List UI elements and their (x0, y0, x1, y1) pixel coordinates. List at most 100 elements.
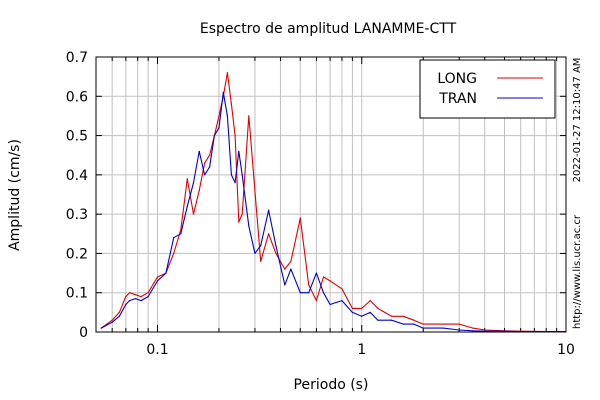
data-point-long (275, 252, 277, 254)
data-point-tran (308, 292, 310, 294)
data-point-tran (369, 311, 371, 313)
data-point-long (361, 307, 363, 309)
x-tick-label: 0.1 (146, 342, 168, 358)
data-point-tran (520, 331, 522, 333)
data-point-tran (165, 272, 167, 274)
data-point-long (299, 217, 301, 219)
data-point-tran (260, 245, 262, 247)
data-point-tran (472, 330, 474, 332)
y-tick-label: 0.7 (66, 50, 88, 66)
data-point-long (134, 294, 136, 296)
data-point-tran (213, 135, 215, 137)
data-point-tran (147, 296, 149, 298)
data-point-tran (545, 331, 547, 333)
data-point-long (226, 72, 228, 74)
data-point-tran (377, 319, 379, 321)
data-point-long (422, 323, 424, 325)
series-line-tran (100, 91, 566, 333)
data-point-long (391, 315, 393, 317)
data-point-long (140, 296, 142, 298)
data-point-tran (222, 91, 224, 93)
data-point-long (268, 233, 270, 235)
chart-title: Espectro de amplitud LANAMME-CTT (200, 21, 457, 37)
data-point-tran (299, 292, 301, 294)
data-point-tran (238, 150, 240, 152)
data-point-long (458, 323, 460, 325)
data-point-long (238, 221, 240, 223)
data-point-long (351, 307, 353, 309)
data-point-long (234, 135, 236, 137)
x-tick-label: 10 (557, 342, 575, 358)
data-point-tran (565, 331, 567, 333)
data-point-tran (192, 182, 195, 184)
data-point-long (254, 190, 256, 192)
data-point-long (472, 327, 474, 329)
data-point-long (129, 292, 131, 294)
tick-labels: 0 0.1 0.2 0.3 0.4 0.5 0.6 0.7 0.1 1 10 (66, 50, 575, 358)
data-point-long (341, 288, 343, 290)
data-point-tran (204, 174, 206, 176)
data-point-long (198, 190, 200, 192)
data-point-long (413, 319, 415, 321)
data-point-long (329, 280, 331, 282)
data-point-tran (341, 300, 343, 302)
data-point-tran (125, 303, 127, 306)
data-point-tran (241, 174, 243, 176)
data-point-tran (413, 323, 415, 325)
data-point-long (377, 307, 379, 309)
data-point-tran (129, 300, 131, 302)
data-point-tran (284, 284, 286, 286)
data-point-tran (503, 330, 506, 332)
data-point-long (192, 213, 195, 215)
data-point-long (173, 252, 175, 254)
x-tick-label: 1 (357, 342, 366, 358)
data-point-tran (254, 252, 256, 254)
legend-label-long: LONG (437, 71, 477, 87)
data-point-tran (315, 272, 317, 274)
data-point-tran (209, 166, 211, 168)
data-point-long (147, 292, 149, 294)
data-point-tran (111, 321, 113, 323)
data-point-tran (186, 205, 188, 207)
data-point-long (484, 329, 486, 331)
data-point-tran (290, 268, 292, 270)
data-point-long (402, 315, 404, 317)
y-tick-label: 0.3 (66, 207, 88, 223)
y-tick-label: 0.1 (66, 286, 88, 302)
data-point-long (442, 323, 444, 325)
data-point-long (111, 319, 113, 321)
legend: LONG TRAN (419, 59, 556, 119)
data-point-tran (484, 330, 486, 332)
data-point-long (218, 115, 220, 117)
data-point-long (209, 154, 211, 156)
data-point-long (369, 300, 371, 302)
data-point-tran (402, 323, 404, 325)
series-layer (100, 72, 567, 333)
data-point-long (284, 268, 286, 270)
data-point-long (125, 296, 127, 298)
y-tick-label: 0.4 (66, 168, 88, 184)
data-point-long (156, 276, 159, 278)
data-point-long (308, 284, 310, 286)
data-point-tran (140, 300, 142, 302)
x-axis-label: Periodo (s) (294, 377, 369, 393)
data-point-tran (361, 315, 363, 317)
data-point-tran (230, 174, 232, 176)
y-tick-label: 0.5 (66, 129, 88, 145)
data-point-long (230, 103, 232, 105)
data-point-tran (351, 311, 353, 313)
data-point-tran (442, 327, 444, 329)
data-point-tran (422, 327, 424, 329)
data-point-long (260, 260, 262, 262)
data-point-tran (391, 319, 393, 321)
data-point-long (186, 178, 188, 180)
timestamp-text: 2022-01-27 12:10:47 AM (572, 58, 583, 183)
y-tick-label: 0 (79, 325, 88, 341)
data-point-tran (329, 303, 331, 306)
data-point-long (204, 162, 206, 164)
data-point-long (248, 115, 250, 117)
data-point-long (118, 311, 120, 313)
data-point-tran (268, 209, 270, 211)
plot-frame (95, 56, 567, 333)
